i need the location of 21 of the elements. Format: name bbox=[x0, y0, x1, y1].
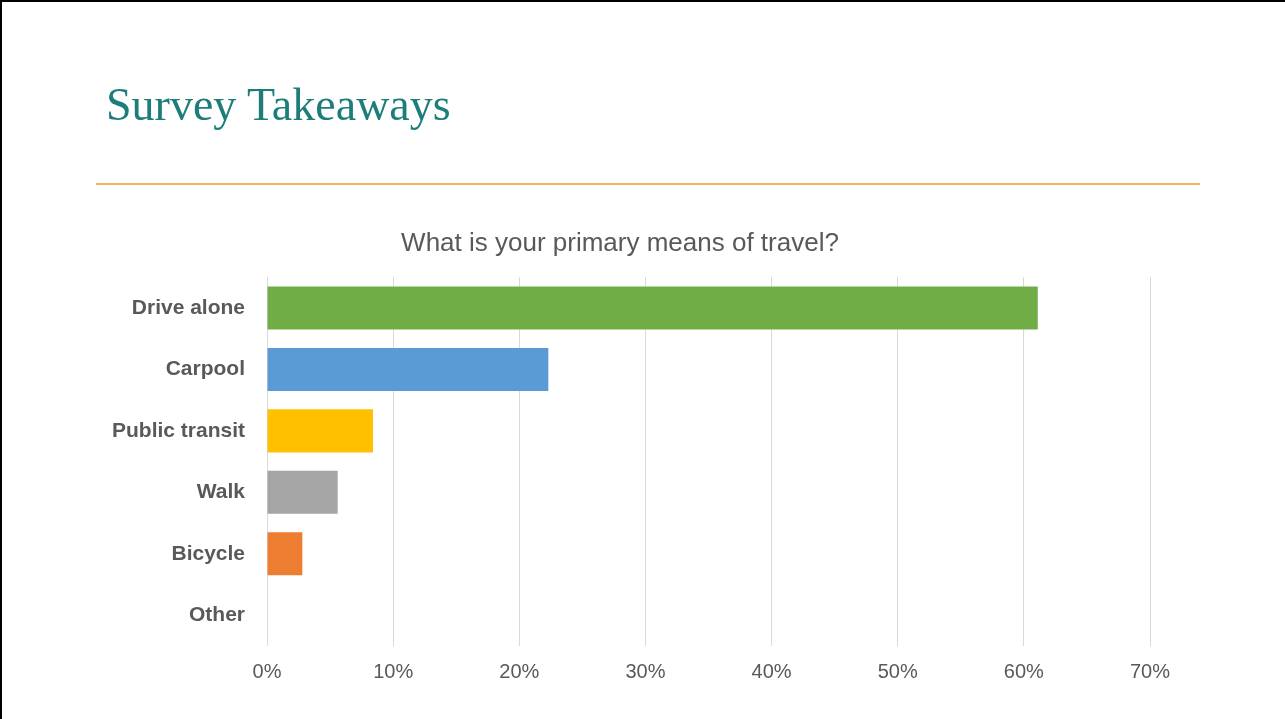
y-tick-label: Public transit bbox=[111, 417, 246, 441]
x-tick-label: 70% bbox=[1129, 659, 1171, 682]
y-tick-label: Walk bbox=[196, 479, 246, 503]
y-tick-label: Other bbox=[189, 602, 246, 626]
bar bbox=[267, 409, 373, 453]
y-tick-label: Drive alone bbox=[131, 294, 246, 318]
chart-subtitle: What is your primary means of travel? bbox=[401, 226, 839, 257]
bar bbox=[267, 286, 1038, 330]
bar bbox=[267, 347, 549, 391]
x-tick-label: 60% bbox=[1003, 659, 1045, 682]
chart-title: Survey Takeaways bbox=[106, 78, 451, 131]
x-tick-label: 50% bbox=[877, 659, 918, 682]
y-tick-label: Bicycle bbox=[171, 540, 246, 564]
x-tick-label: 0% bbox=[252, 659, 282, 682]
y-tick-label: Carpool bbox=[165, 356, 246, 380]
x-tick-label: 20% bbox=[499, 659, 540, 682]
x-tick-label: 40% bbox=[751, 659, 792, 682]
x-tick-label: 10% bbox=[373, 659, 414, 682]
bar bbox=[267, 470, 338, 514]
bar bbox=[267, 532, 303, 576]
x-tick-label: 30% bbox=[625, 659, 666, 682]
